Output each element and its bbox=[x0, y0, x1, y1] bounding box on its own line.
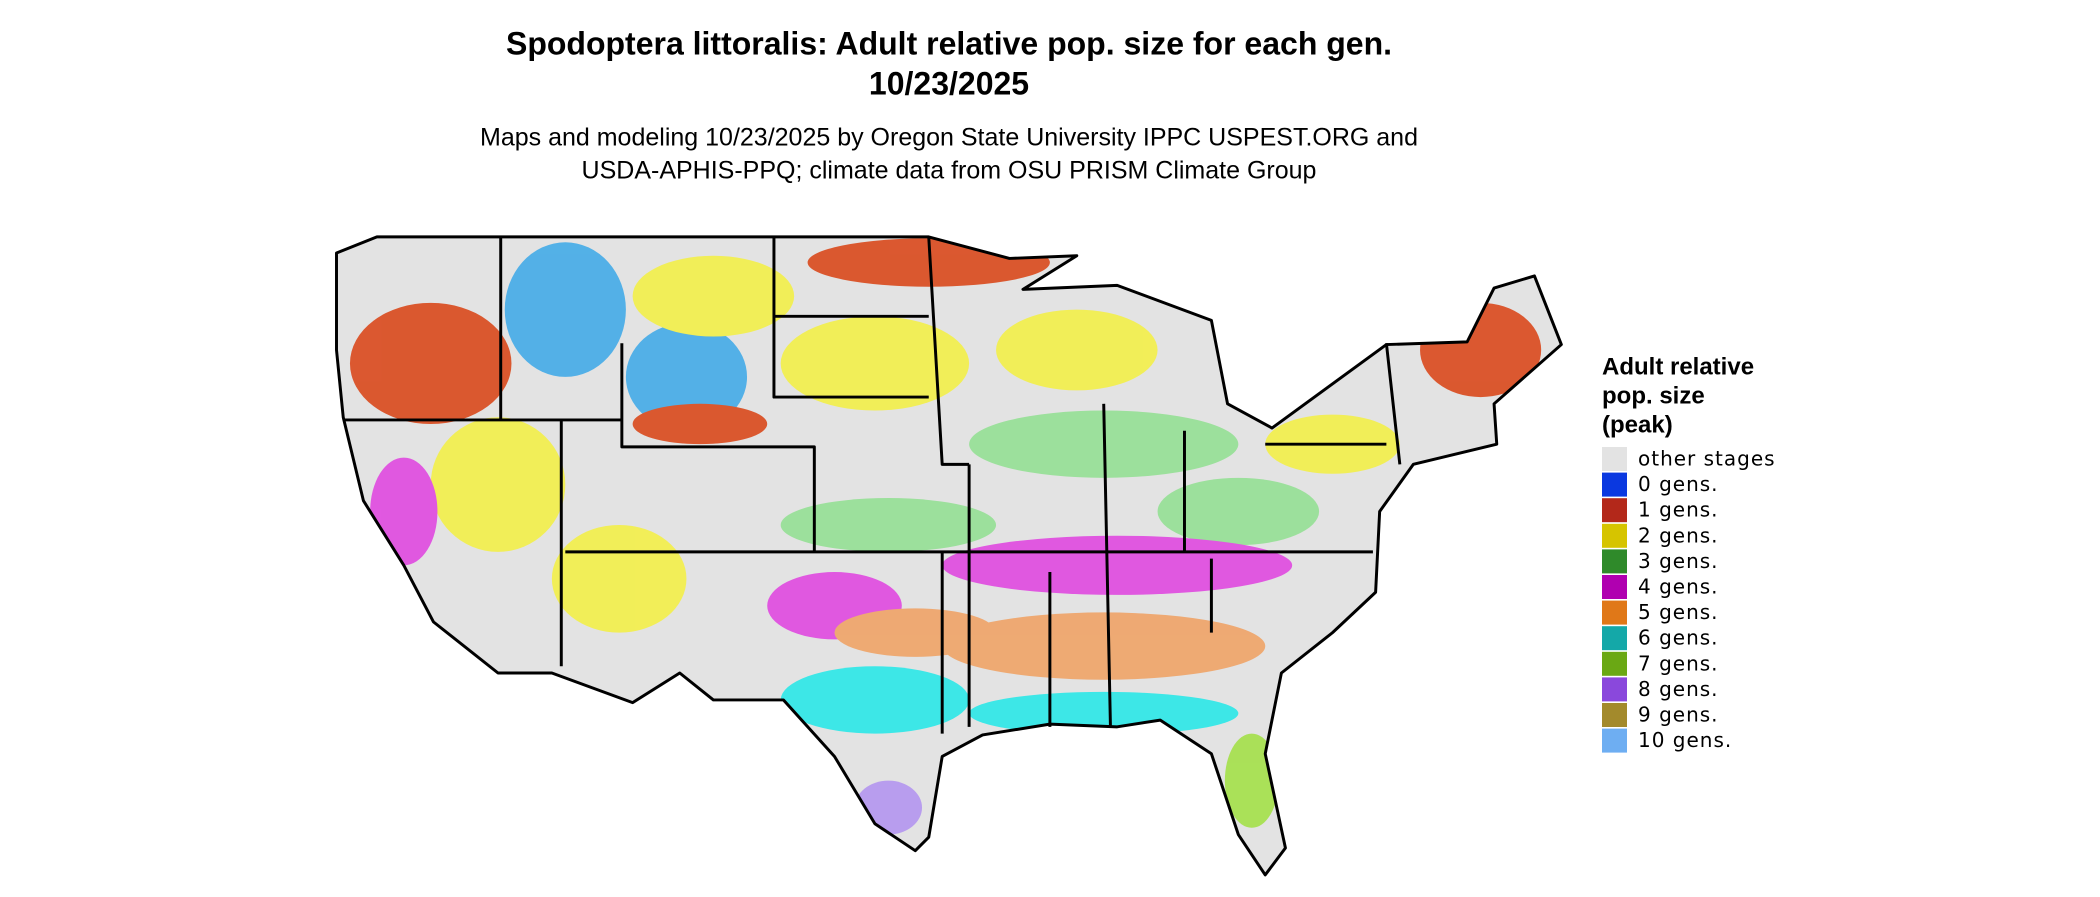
zone bbox=[504, 242, 626, 377]
legend-swatch bbox=[1602, 549, 1627, 574]
legend-swatch bbox=[1602, 523, 1627, 548]
legend-label: 3 gens. bbox=[1638, 549, 1719, 573]
us-map bbox=[335, 235, 1563, 877]
legend-swatch bbox=[1602, 498, 1627, 523]
zone bbox=[632, 403, 768, 445]
zone bbox=[1157, 477, 1320, 546]
legend-label: 0 gens. bbox=[1638, 472, 1719, 496]
legend-swatch bbox=[1602, 600, 1627, 625]
border-line bbox=[343, 236, 1402, 734]
zone bbox=[632, 255, 795, 337]
legend-title: Adult relative bbox=[1602, 353, 1754, 380]
legend-swatch bbox=[1602, 575, 1627, 599]
legend-swatch bbox=[1602, 677, 1627, 702]
legend-label: 1 gens. bbox=[1638, 498, 1719, 522]
subtitle: Maps and modeling 10/23/2025 by Oregon S… bbox=[480, 124, 1418, 152]
legend-title: (peak) bbox=[1602, 411, 1673, 438]
legend-label: 6 gens. bbox=[1638, 626, 1719, 650]
legend-swatch bbox=[1602, 703, 1627, 727]
title: Spodoptera littoralis: Adult relative po… bbox=[506, 25, 1392, 61]
subtitle: USDA-APHIS-PPQ; climate data from OSU PR… bbox=[582, 157, 1317, 185]
zone bbox=[969, 691, 1239, 735]
zone bbox=[430, 417, 566, 552]
zone bbox=[551, 524, 687, 633]
titles: Spodoptera littoralis: Adult relative po… bbox=[480, 25, 1418, 184]
legend-label: 10 gens. bbox=[1638, 728, 1732, 752]
legend-swatch bbox=[1602, 651, 1627, 676]
legend-swatch bbox=[1602, 728, 1627, 753]
state-borders bbox=[335, 235, 1563, 877]
zone bbox=[942, 535, 1293, 595]
legend-label: 9 gens. bbox=[1638, 703, 1719, 727]
title: 10/23/2025 bbox=[869, 65, 1029, 101]
legend-label: 8 gens. bbox=[1638, 677, 1719, 701]
zone bbox=[349, 302, 512, 424]
legend-label: 7 gens. bbox=[1638, 651, 1719, 675]
zone bbox=[996, 309, 1158, 391]
zone bbox=[370, 457, 438, 566]
legend-label: 5 gens. bbox=[1638, 600, 1719, 624]
zone bbox=[780, 498, 997, 552]
legend-label: 4 gens. bbox=[1638, 575, 1719, 599]
zone bbox=[780, 316, 970, 411]
legend-title: pop. size bbox=[1602, 382, 1705, 409]
zone bbox=[942, 612, 1266, 680]
zone bbox=[834, 608, 997, 657]
legend-label: other stages bbox=[1638, 447, 1776, 471]
legend-label: 2 gens. bbox=[1638, 523, 1719, 547]
legend-swatch bbox=[1602, 472, 1627, 497]
legend-swatch bbox=[1602, 626, 1627, 651]
legend-swatch bbox=[1602, 447, 1627, 471]
country-outline bbox=[335, 235, 1563, 877]
zone bbox=[780, 666, 970, 734]
zone bbox=[625, 323, 748, 431]
